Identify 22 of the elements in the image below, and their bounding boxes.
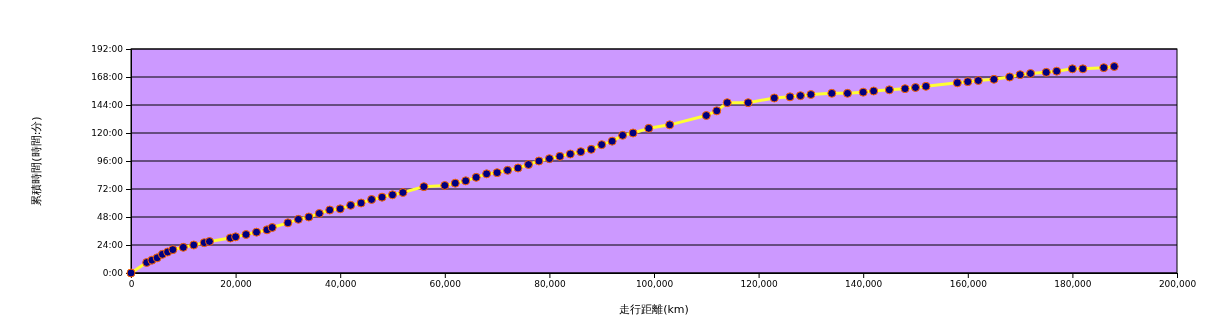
y-tick-label: 96:00 [97,156,124,167]
x-tick-label: 160,000 [949,279,988,290]
x-tick-label: 20,000 [220,279,253,290]
y-tick-label: 144:00 [91,100,124,111]
x-tick-label: 200,000 [1158,279,1197,290]
y-tick-label: 168:00 [91,72,124,83]
x-axis-title: 走行距離(km) [619,303,689,316]
y-tick-label: 120:00 [91,128,124,139]
y-tick-label: 72:00 [97,184,124,195]
x-tick-label: 60,000 [429,279,462,290]
y-tick-label: 192:00 [91,44,124,55]
x-tick-label: 100,000 [635,279,674,290]
y-tick-label: 48:00 [97,212,124,223]
x-tick-label: 0 [128,279,135,290]
x-tick-label: 140,000 [845,279,883,290]
y-axis-title: 累積時間(時間:分) [30,116,43,206]
x-tick-label: 180,000 [1054,279,1092,290]
x-tick-label: 40,000 [324,279,357,290]
y-tick-label: 0:00 [102,268,124,279]
x-tick-label: 80,000 [534,279,566,290]
y-tick-label: 24:00 [97,240,124,251]
x-tick-label: 120,000 [740,279,778,290]
